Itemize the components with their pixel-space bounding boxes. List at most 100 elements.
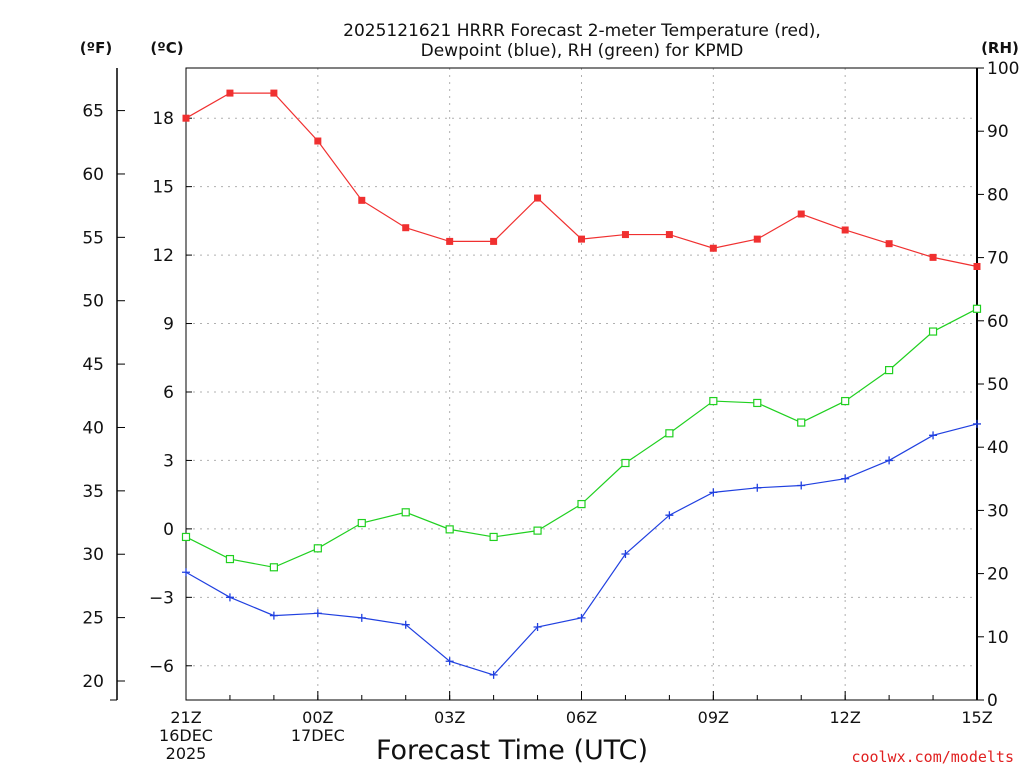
rh-point <box>225 554 235 564</box>
celsius-tick-label: 18 <box>152 109 174 129</box>
fahrenheit-tick-label: 45 <box>82 355 104 375</box>
time-tick-label: 17DEC <box>291 726 345 745</box>
temperature-point <box>534 194 542 202</box>
gridlines <box>186 68 977 700</box>
dewpoint-point <box>709 488 718 497</box>
temperature-point <box>402 224 410 232</box>
celsius-tick-label: 0 <box>163 520 174 540</box>
dewpoint-point <box>797 481 806 490</box>
dewpoint-point <box>182 568 190 577</box>
rh-tick-label: 100 <box>987 59 1019 79</box>
rh-point <box>401 508 410 517</box>
fahrenheit-tick-label: 35 <box>82 482 104 502</box>
rh-tick-label: 70 <box>987 249 1009 269</box>
dewpoint-point <box>313 609 322 618</box>
x-axis-label: Forecast Time (UTC) <box>376 735 648 766</box>
dewpoint-point <box>357 613 366 622</box>
rh-point <box>841 396 850 406</box>
rh-point <box>357 518 366 528</box>
temperature-point <box>753 235 761 243</box>
fahrenheit-tick-label: 50 <box>82 292 104 312</box>
temperature-point <box>665 231 673 239</box>
dewpoint-point <box>665 511 674 520</box>
dewpoint-point <box>577 613 586 622</box>
time-tick-label: 16DEC <box>159 726 213 745</box>
rh-tick-label: 0 <box>987 691 998 711</box>
temperature-point <box>182 114 190 122</box>
dewpoint-point <box>621 549 630 558</box>
dewpoint-point <box>445 657 454 666</box>
fahrenheit-unit-label: (ºF) <box>80 39 112 57</box>
dewpoint-point <box>533 622 542 631</box>
time-tick-label: 00Z <box>302 708 333 727</box>
time-tick-label: 06Z <box>566 708 597 727</box>
fahrenheit-tick-label: 30 <box>82 545 104 565</box>
dewpoint-point <box>841 474 850 483</box>
celsius-axis: 18 15 12 9 6 3 0 −3 −6 <box>149 109 192 677</box>
rh-point <box>709 396 718 406</box>
credit-text: coolwx.com/modelts <box>851 748 1014 766</box>
rh-point <box>181 532 191 542</box>
time-tick-label: 2025 <box>166 744 207 763</box>
temperature-point <box>270 89 278 97</box>
temperature-point <box>885 240 893 248</box>
fahrenheit-tick-label: 20 <box>82 672 104 692</box>
time-tick-label: 09Z <box>698 708 729 727</box>
celsius-tick-label: −6 <box>149 657 174 677</box>
rh-tick-label: 90 <box>987 122 1009 142</box>
dewpoint-point <box>753 483 762 492</box>
celsius-tick-label: 15 <box>152 178 174 198</box>
rh-unit-label: (RH) <box>981 39 1019 57</box>
celsius-tick-label: −3 <box>149 588 174 608</box>
fahrenheit-tick-label: 60 <box>82 165 104 185</box>
fahrenheit-tick-label: 65 <box>82 102 104 122</box>
temperature-point <box>446 237 454 245</box>
celsius-tick-label: 12 <box>152 246 174 266</box>
dewpoint-point <box>401 620 410 629</box>
rh-point <box>753 398 762 408</box>
temperature-point <box>490 237 498 245</box>
rh-point <box>533 526 542 535</box>
temperature-point <box>578 235 585 243</box>
temperature-point <box>973 262 981 270</box>
celsius-tick-label: 9 <box>163 315 174 335</box>
temperature-point <box>226 89 234 97</box>
temperature-point <box>709 244 717 252</box>
rh-tick-label: 50 <box>987 375 1009 395</box>
dewpoint-point <box>225 593 234 602</box>
temperature-point <box>621 231 629 239</box>
rh-point <box>928 327 938 336</box>
time-tick-label: 15Z <box>961 708 992 727</box>
dewpoint-point <box>885 456 894 465</box>
rh-tick-label: 20 <box>987 565 1009 585</box>
rh-point <box>577 499 586 509</box>
rh-point <box>313 544 322 553</box>
rh-point <box>621 458 630 468</box>
rh-tick-label: 80 <box>987 185 1009 205</box>
rh-point <box>885 365 894 375</box>
dewpoint-point <box>489 670 498 679</box>
rh-tick-label: 60 <box>987 312 1009 332</box>
time-tick-label: 03Z <box>434 708 465 727</box>
rh-point <box>269 563 278 572</box>
temperature-point <box>314 137 322 145</box>
dewpoint-point <box>973 419 981 428</box>
rh-point <box>489 532 498 542</box>
fahrenheit-tick-label: 55 <box>82 228 104 248</box>
chart-title-line2: Dewpoint (blue), RH (green) for KPMD <box>421 41 744 61</box>
rh-point <box>665 429 674 438</box>
temperature-point <box>841 226 849 234</box>
fahrenheit-axis: 65 60 55 50 45 40 35 30 25 20 <box>82 102 125 701</box>
time-tick-label: 21Z <box>170 708 201 727</box>
temperature-point <box>358 196 366 204</box>
temperature-point <box>797 210 805 218</box>
celsius-unit-label: (ºC) <box>150 39 183 57</box>
rh-point <box>797 418 806 427</box>
celsius-tick-label: 6 <box>163 383 174 403</box>
chart-title-line1: 2025121621 HRRR Forecast 2-meter Tempera… <box>343 21 821 41</box>
celsius-tick-label: 3 <box>163 451 174 471</box>
dewpoint-point <box>929 431 938 440</box>
